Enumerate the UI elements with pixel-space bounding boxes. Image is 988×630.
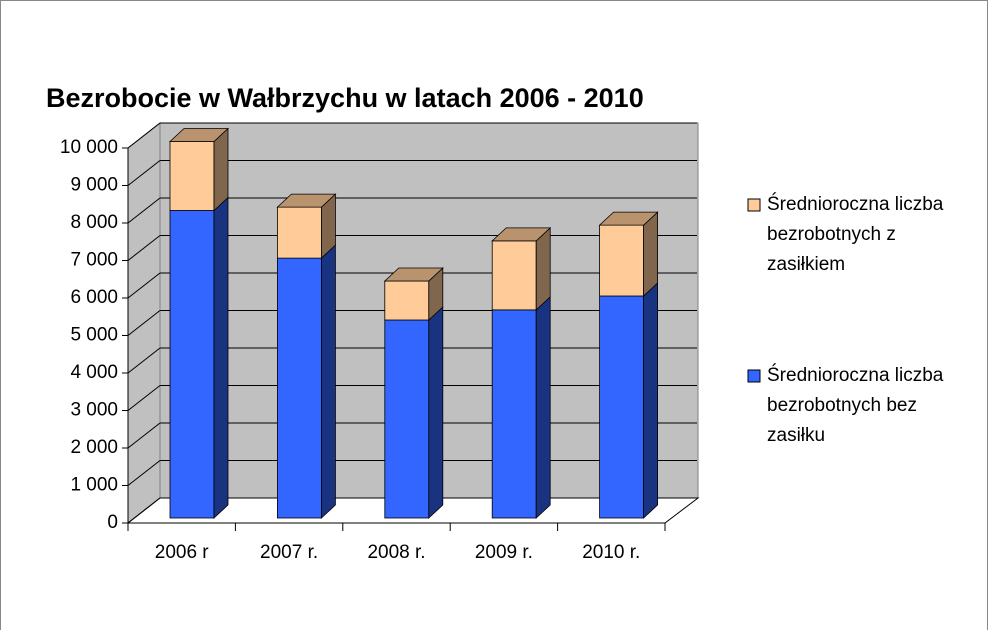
chart-title: Bezrobocie w Wałbrzychu w latach 2006 - … [46,83,644,113]
y-tick-label: 2 000 [70,437,118,458]
bar-front [169,141,215,211]
y-tick-label: 6 000 [70,287,118,308]
grid-line [127,460,161,486]
y-tick-label: 3 000 [70,400,118,421]
y-tick-label: 1 000 [70,475,118,496]
bar-side [535,295,551,519]
bar-side [535,226,551,311]
bar-front [491,240,537,311]
bar-side [643,282,658,519]
bar-top [168,128,230,142]
y-tick-label: 8 000 [70,212,118,233]
y-tick-label: 5 000 [70,325,118,346]
y-tick-label: 4 000 [70,362,118,383]
y-tick-label: 9 000 [70,175,118,196]
bar-front [169,210,215,519]
grid-line [127,385,161,411]
grid-line [127,272,161,299]
bar-front [276,257,322,519]
grid-line [127,160,161,186]
y-tick-label: 0 [107,512,118,533]
grid-line [127,310,161,336]
legend-label: Średnioroczna liczba bezrobotnych bez za… [767,365,944,446]
bar-front [599,295,644,519]
bar-top [383,267,444,282]
grid-line [127,235,161,261]
bar-front [384,280,430,321]
grid-line [127,122,161,149]
grid-line [127,422,161,449]
bar-front [384,319,430,519]
bar-side [213,196,229,519]
bar-top [276,193,337,208]
x-tick-label: 2010 r. [582,542,640,563]
bar-side [428,306,444,519]
bar-side [320,244,336,519]
bar-top [598,211,659,226]
x-tick-label: 2008 r. [367,542,425,563]
bar-top [491,227,552,242]
y-tick-label: 7 000 [70,250,118,271]
x-tick-label: 2009 r. [475,542,533,563]
bar-side [643,211,658,297]
bar-front [276,206,322,259]
x-tick-label: 2006 r [155,542,210,563]
legend-label: Średnioroczna liczba bezrobotnych z zasi… [767,194,944,275]
x-tick-label: 2007 r. [260,542,318,563]
bar-side [213,127,229,212]
bar-front [491,309,537,519]
legend-swatch [747,369,761,383]
y-tick-label: 10 000 [60,137,118,158]
grid-line [127,497,161,524]
grid-line [127,197,161,224]
grid-line [127,347,161,374]
legend-swatch [747,198,761,212]
bar-front [599,224,644,297]
